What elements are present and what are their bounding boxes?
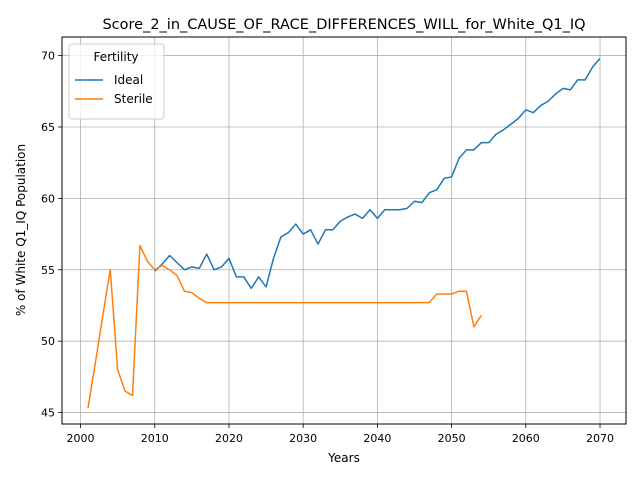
y-tick-label: 50 [41, 335, 55, 348]
x-axis-label: Years [327, 451, 360, 465]
x-tick-label: 2030 [289, 432, 317, 445]
legend-label-ideal: Ideal [114, 73, 143, 87]
x-tick-label: 2020 [215, 432, 243, 445]
x-tick-label: 2070 [586, 432, 614, 445]
series-layer [87, 57, 601, 409]
legend-title: Fertility [93, 50, 138, 64]
y-tick-label: 60 [41, 192, 55, 205]
legend-box [68, 43, 165, 120]
y-tick-label: 55 [41, 264, 55, 277]
legend: Fertility Ideal Sterile [68, 43, 165, 120]
series-line-sterile [87, 244, 482, 409]
plot-frame [61, 36, 627, 425]
x-tick-label: 2000 [67, 432, 95, 445]
y-axis-label: % of White Q1_IQ Population [14, 144, 28, 316]
x-axis-ticks: 2000 2010 2020 2030 2040 2050 2060 2070 [67, 424, 614, 445]
y-tick-label: 45 [41, 407, 55, 420]
y-tick-label: 65 [41, 121, 55, 134]
chart-title: Score_2_in_CAUSE_OF_RACE_DIFFERENCES_WIL… [102, 17, 585, 33]
x-tick-label: 2060 [512, 432, 540, 445]
x-tick-label: 2050 [438, 432, 466, 445]
x-tick-label: 2010 [141, 432, 169, 445]
series-line-ideal [154, 57, 601, 290]
legend-label-sterile: Sterile [114, 92, 153, 106]
y-axis-ticks: 45 50 55 60 65 70 [41, 50, 62, 420]
y-tick-label: 70 [41, 50, 55, 63]
x-tick-label: 2040 [363, 432, 391, 445]
